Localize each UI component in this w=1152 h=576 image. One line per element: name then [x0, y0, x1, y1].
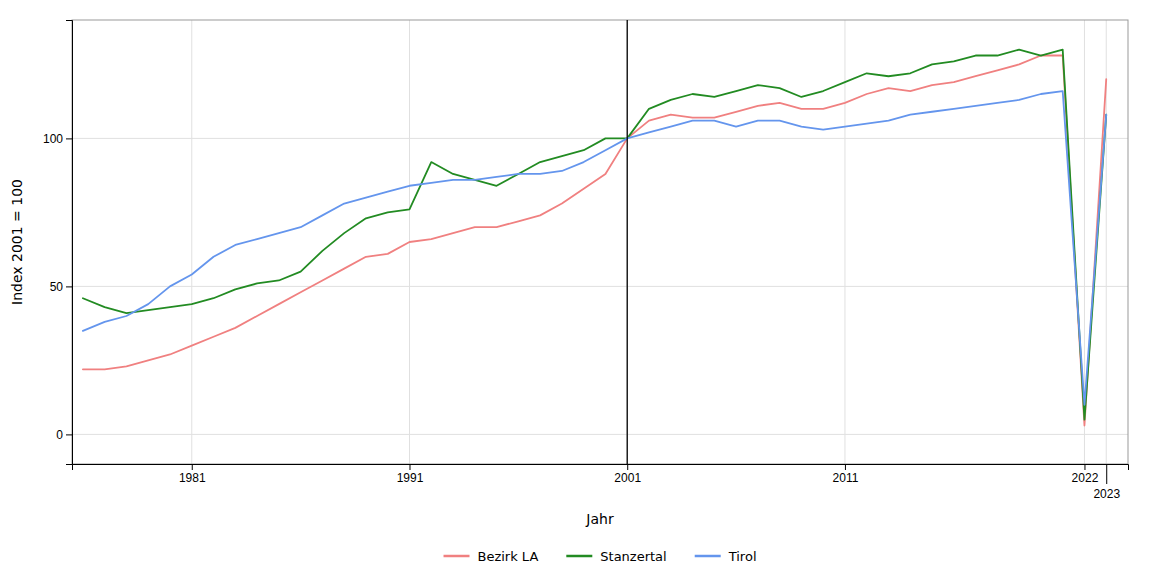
y-tick-label: 50	[50, 280, 64, 294]
legend-swatch	[695, 555, 721, 558]
x-tick-label: 2023	[1093, 487, 1120, 501]
y-tick-label: 0	[56, 428, 63, 442]
x-axis-title: Jahr	[585, 511, 614, 527]
x-tick: 2022	[1072, 464, 1099, 485]
x-tick: 1991	[397, 464, 424, 485]
x-axis-line	[73, 465, 1129, 471]
legend-label: Stanzertal	[600, 549, 666, 564]
legend-item: Tirol	[695, 549, 757, 564]
y-tick-mark	[66, 138, 72, 139]
grid-line-y	[72, 286, 1128, 287]
x-tick-mark	[1084, 464, 1085, 470]
x-axis: 1981 1991 2001 2011 2022 2023	[73, 464, 1129, 501]
legend-item: Stanzertal	[566, 549, 666, 564]
x-tick-mark	[627, 464, 628, 470]
series-line	[83, 50, 1106, 420]
legend-swatch	[444, 555, 470, 558]
grid-line-x	[627, 20, 628, 464]
series-line	[83, 91, 1106, 405]
grid-line-x	[191, 20, 192, 464]
x-tick-mark	[192, 464, 193, 470]
x-tick-label: 1981	[179, 471, 206, 485]
x-tick-mark	[409, 464, 410, 470]
reference-line	[627, 20, 628, 464]
grid-line-x	[844, 20, 845, 464]
x-tick: 2001	[614, 464, 641, 485]
chart: 1981 1991 2001 2011 2022 2023 0 50 100 Jahr Index …	[0, 0, 1152, 576]
y-tick: 0	[56, 428, 72, 442]
y-tick-label: 100	[43, 132, 63, 146]
x-tick-label: 2022	[1072, 471, 1099, 485]
y-tick-mark	[66, 286, 72, 287]
grid-line-y	[72, 138, 1128, 139]
y-tick: 100	[43, 132, 72, 146]
y-axis-line	[66, 21, 73, 465]
legend: Bezirk LA Stanzertal Tirol	[444, 549, 757, 564]
legend-item: Bezirk LA	[444, 549, 539, 564]
series-line	[83, 56, 1106, 426]
legend-label: Tirol	[728, 549, 757, 564]
grid	[72, 20, 1128, 464]
x-tick: 1981	[179, 464, 206, 485]
grid-line-y	[72, 434, 1128, 435]
x-tick-label: 1991	[397, 471, 424, 485]
x-tick-label: 2001	[614, 471, 641, 485]
y-axis: 0 50 100	[43, 21, 73, 465]
x-tick: 2011	[833, 464, 859, 485]
plot-frame	[72, 20, 1128, 464]
x-tick-mark	[1106, 464, 1107, 484]
legend-label: Bezirk LA	[478, 549, 539, 564]
legend-swatch	[566, 555, 592, 558]
x-tick: 2023	[1093, 464, 1120, 501]
y-axis-title: Index 2001 = 100	[9, 179, 25, 305]
y-tick-mark	[66, 434, 72, 435]
plot-area	[83, 20, 1106, 464]
y-tick: 50	[50, 280, 72, 294]
x-tick-label: 2011	[833, 471, 859, 485]
x-tick-mark	[845, 464, 846, 470]
